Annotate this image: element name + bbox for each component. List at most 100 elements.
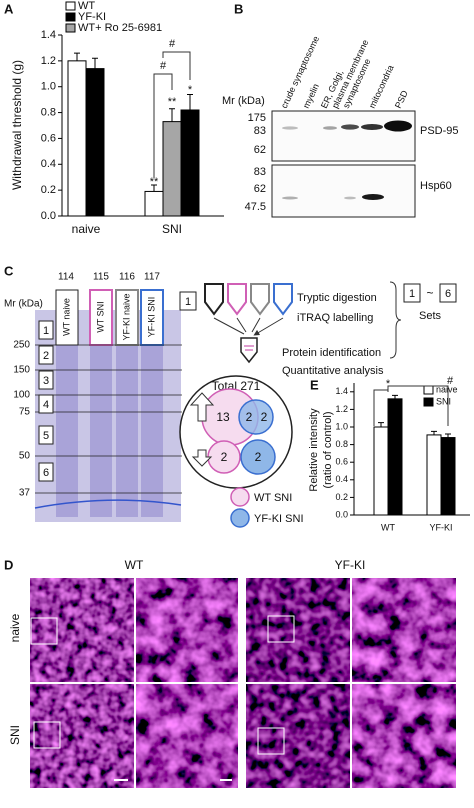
annotation: # — [160, 60, 167, 72]
legend-label: naive — [436, 384, 458, 394]
annotation: ** — [168, 96, 177, 108]
venn-yf — [238, 399, 274, 435]
gel-lane — [141, 312, 163, 517]
legend-swatch — [423, 385, 434, 395]
dye-front — [34, 499, 182, 509]
error-bar — [74, 52, 80, 61]
bracket — [162, 51, 191, 80]
band-box — [38, 345, 54, 365]
brace — [389, 281, 402, 359]
y-tick-label: 0.0 — [41, 210, 56, 222]
bar — [440, 437, 456, 516]
y-tick-label: 0.6 — [41, 132, 56, 144]
x-tick-label: SNI — [162, 222, 182, 236]
mr-label: Mr (kDa) — [222, 95, 265, 107]
step: Tryptic digestion — [297, 292, 377, 304]
tube — [227, 283, 247, 316]
legend-swatch — [423, 397, 434, 407]
blot — [271, 164, 416, 218]
band-label: 1 — [43, 325, 49, 337]
annotation: * — [188, 84, 193, 96]
down-arrow — [191, 449, 213, 467]
marker-label: 83 — [254, 125, 266, 137]
inset-box — [257, 727, 285, 755]
inset-box — [33, 721, 61, 749]
set-from: 1 — [409, 288, 415, 300]
micrograph — [30, 578, 134, 682]
inset-box — [30, 617, 58, 645]
step: Quantitative analysis — [282, 365, 384, 377]
annotation: * — [386, 378, 391, 390]
annotation: # — [447, 375, 454, 387]
row-label: SNI — [8, 725, 22, 745]
micrograph — [246, 578, 350, 682]
panel-label: B — [234, 1, 243, 16]
row-label: naive — [8, 613, 22, 642]
micrograph-zoom — [352, 684, 456, 788]
y-tick-label: 0.2 — [41, 184, 56, 196]
bar — [144, 190, 164, 217]
legend-swatch — [230, 487, 250, 507]
y-tick-label: 1.2 — [335, 404, 348, 414]
bar — [85, 68, 105, 217]
error-bar — [187, 93, 193, 110]
panel-b: B crude synaptosome myelin ER, Golgi, pl… — [222, 1, 459, 218]
bracket — [387, 385, 449, 426]
lane-label: WT naive — [61, 298, 71, 336]
sample-box — [179, 291, 197, 311]
blot-name: PSD-95 — [420, 125, 459, 137]
column-label: WT — [125, 558, 144, 572]
annotation: # — [169, 38, 176, 50]
channel: 114 — [58, 272, 74, 283]
set-separator: ~ — [426, 286, 433, 300]
y-tick-label: 1.4 — [41, 29, 56, 41]
marker-label: 100 — [13, 390, 30, 401]
legend-swatch — [230, 508, 250, 528]
venn-count: 13 — [216, 410, 230, 424]
arrows — [213, 317, 284, 334]
marker-label: 175 — [248, 112, 266, 124]
legend-swatch — [65, 1, 76, 11]
y-tick-label: 0.6 — [335, 457, 348, 467]
column-label: YF-KI — [335, 558, 366, 572]
bracket — [153, 73, 173, 178]
band — [323, 126, 337, 130]
lane-label: WT SNI — [95, 301, 105, 332]
channel: 116 — [119, 272, 135, 283]
y-tick-label: 1.0 — [41, 81, 56, 93]
venn-count: 2 — [261, 410, 268, 424]
set-box — [403, 283, 421, 303]
y-tick-label: 0.8 — [41, 106, 56, 118]
venn-count: 2 — [255, 450, 262, 464]
legend-label: YF-KI — [78, 11, 106, 23]
annotation: ** — [150, 176, 159, 188]
column-label: PSD — [393, 88, 410, 109]
marker-label: 50 — [19, 451, 31, 462]
band-box — [38, 370, 54, 390]
marker-label: 150 — [13, 365, 30, 376]
bar — [373, 426, 389, 516]
sets-label: Sets — [419, 310, 442, 322]
panel-label: C — [4, 263, 14, 278]
bar — [387, 398, 403, 516]
band-box — [38, 320, 54, 340]
error-bar — [392, 394, 398, 399]
marker-label: 75 — [19, 407, 31, 418]
panel-label: E — [310, 377, 319, 392]
micrograph-zoom — [352, 578, 456, 682]
panel-c: C 114 115 116 117 WT naive WT SNI YF-KI … — [4, 263, 457, 528]
y-tick-label: 0.4 — [335, 474, 348, 484]
error-bar — [92, 57, 98, 69]
venn-count: 2 — [221, 450, 228, 464]
y-tick-label: 1.4 — [335, 386, 348, 396]
bar — [180, 109, 200, 217]
inset-box — [267, 615, 295, 643]
tube — [204, 283, 224, 316]
micrograph-zoom — [136, 578, 238, 682]
micrograph — [30, 684, 134, 788]
marker-label: 83 — [254, 166, 266, 178]
sample-box-label: 1 — [185, 296, 191, 308]
band-label: 6 — [43, 467, 49, 479]
blot-name: Hsp60 — [420, 180, 452, 192]
